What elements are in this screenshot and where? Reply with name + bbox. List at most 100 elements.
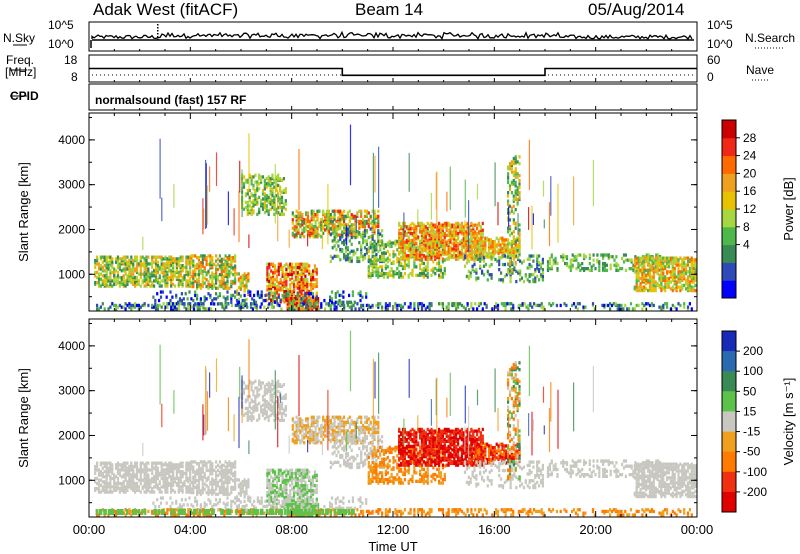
power-cell bbox=[220, 261, 223, 265]
power-cell bbox=[135, 264, 139, 268]
power-cell bbox=[137, 307, 140, 311]
power-cell bbox=[226, 283, 229, 287]
power-cell bbox=[371, 244, 374, 249]
velocity-cell bbox=[189, 466, 192, 470]
power-cell bbox=[147, 270, 150, 275]
velocity-cell bbox=[101, 461, 104, 465]
power-cell bbox=[341, 223, 344, 227]
power-cell bbox=[681, 263, 684, 267]
power-cell bbox=[464, 237, 467, 241]
power-cell bbox=[409, 247, 412, 251]
power-cell bbox=[252, 211, 255, 215]
power-cell bbox=[177, 279, 180, 283]
power-cell bbox=[154, 274, 158, 278]
power-cell bbox=[302, 264, 305, 268]
velocity-cell bbox=[147, 487, 150, 491]
power-cell bbox=[200, 303, 203, 308]
velocity-cell bbox=[94, 476, 97, 481]
power-cell bbox=[685, 287, 688, 291]
power-cell bbox=[633, 285, 636, 289]
beam-title: Beam 14 bbox=[355, 0, 424, 19]
power-cell bbox=[541, 276, 544, 280]
power-streak bbox=[548, 202, 551, 247]
power-cell bbox=[518, 243, 521, 247]
power-cell bbox=[438, 250, 441, 254]
power-cell bbox=[279, 267, 282, 271]
power-cell bbox=[297, 230, 300, 234]
power-cell bbox=[463, 254, 467, 258]
power-streak bbox=[464, 179, 466, 218]
power-cell bbox=[508, 248, 512, 252]
power-cell bbox=[341, 218, 344, 222]
power-streak bbox=[288, 229, 290, 248]
power-cell bbox=[447, 305, 450, 309]
power-cell bbox=[480, 241, 483, 245]
power-cell bbox=[386, 272, 389, 276]
power-cell bbox=[464, 307, 467, 311]
power-cell bbox=[304, 274, 307, 278]
power-cell bbox=[514, 240, 517, 244]
power-cell bbox=[434, 255, 437, 260]
power-cell bbox=[692, 288, 695, 293]
velocity-cell bbox=[122, 487, 125, 491]
power-cell bbox=[648, 303, 652, 308]
power-cell bbox=[514, 172, 517, 176]
power-cell bbox=[172, 258, 175, 263]
power-cell bbox=[652, 283, 655, 288]
power-cell bbox=[153, 279, 156, 283]
power-cell bbox=[688, 273, 691, 277]
power-cell bbox=[275, 284, 278, 289]
power-cell bbox=[354, 219, 357, 224]
power-cell bbox=[201, 281, 204, 285]
power-cell bbox=[277, 272, 280, 277]
power-cell bbox=[514, 156, 517, 161]
power-cell bbox=[424, 226, 427, 231]
power-cell bbox=[295, 226, 298, 230]
power-cell bbox=[639, 288, 642, 293]
power-cell bbox=[507, 262, 510, 266]
power-cell bbox=[609, 267, 612, 271]
power-cell bbox=[344, 223, 348, 227]
power-cell bbox=[464, 245, 467, 249]
power-cell bbox=[403, 302, 406, 306]
power-cell bbox=[194, 254, 197, 258]
power-cell bbox=[531, 305, 534, 309]
power-cell bbox=[669, 270, 672, 274]
power-cell bbox=[688, 302, 691, 306]
power-cell bbox=[514, 221, 517, 225]
power-cell bbox=[516, 243, 519, 247]
power-cell bbox=[365, 229, 368, 233]
power-cell bbox=[428, 223, 431, 227]
power-streak bbox=[215, 152, 218, 187]
power-cell bbox=[134, 258, 137, 263]
power-cell bbox=[673, 270, 676, 274]
power-cell bbox=[476, 232, 479, 236]
power-cell bbox=[407, 235, 410, 239]
power-cell bbox=[132, 264, 135, 268]
power-cell bbox=[662, 277, 665, 281]
velocity-cell bbox=[103, 461, 106, 465]
power-cell bbox=[256, 183, 259, 188]
power-cell bbox=[528, 273, 531, 277]
power-cell bbox=[394, 243, 397, 247]
velocity-cell bbox=[164, 475, 167, 479]
velocity-cell bbox=[122, 485, 125, 489]
velocity-cell bbox=[175, 470, 178, 474]
power-cell bbox=[430, 242, 433, 246]
power-cell bbox=[232, 273, 235, 277]
power-cell bbox=[637, 271, 640, 276]
power-cell bbox=[484, 246, 487, 251]
power-cell bbox=[292, 288, 296, 292]
power-cell bbox=[254, 188, 257, 193]
power-streak bbox=[543, 219, 545, 229]
power-cell bbox=[679, 277, 682, 281]
nsearch-spike bbox=[157, 27, 159, 29]
power-cell bbox=[306, 291, 309, 295]
power-cell bbox=[510, 250, 513, 254]
power-cell bbox=[512, 218, 515, 222]
power-cell bbox=[614, 303, 617, 308]
power-cell bbox=[302, 278, 305, 282]
power-cell bbox=[422, 272, 425, 276]
power-cell bbox=[185, 265, 188, 269]
power-cell bbox=[201, 254, 204, 258]
